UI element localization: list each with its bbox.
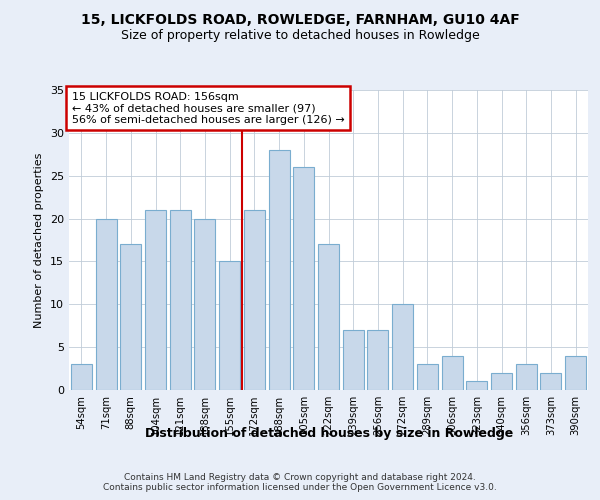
Y-axis label: Number of detached properties: Number of detached properties (34, 152, 44, 328)
Bar (466, 382, 487, 390)
Bar (491, 373, 512, 390)
Bar (95, 218, 116, 390)
Bar (120, 244, 141, 390)
Text: 15 LICKFOLDS ROAD: 156sqm
← 43% of detached houses are smaller (97)
56% of semi-: 15 LICKFOLDS ROAD: 156sqm ← 43% of detac… (71, 92, 344, 124)
Text: 15, LICKFOLDS ROAD, ROWLEDGE, FARNHAM, GU10 4AF: 15, LICKFOLDS ROAD, ROWLEDGE, FARNHAM, G… (80, 12, 520, 26)
Bar (516, 364, 537, 390)
Bar (170, 210, 191, 390)
Bar (442, 356, 463, 390)
Bar (565, 356, 586, 390)
Text: Contains HM Land Registry data © Crown copyright and database right 2024.
Contai: Contains HM Land Registry data © Crown c… (103, 472, 497, 492)
Bar (318, 244, 339, 390)
Bar (392, 304, 413, 390)
Text: Size of property relative to detached houses in Rowledge: Size of property relative to detached ho… (121, 29, 479, 42)
Bar (367, 330, 388, 390)
Bar (194, 218, 215, 390)
Text: Distribution of detached houses by size in Rowledge: Distribution of detached houses by size … (145, 428, 513, 440)
Bar (293, 167, 314, 390)
Bar (417, 364, 438, 390)
Bar (343, 330, 364, 390)
Bar (219, 262, 240, 390)
Bar (71, 364, 92, 390)
Bar (269, 150, 290, 390)
Bar (541, 373, 562, 390)
Bar (244, 210, 265, 390)
Bar (145, 210, 166, 390)
